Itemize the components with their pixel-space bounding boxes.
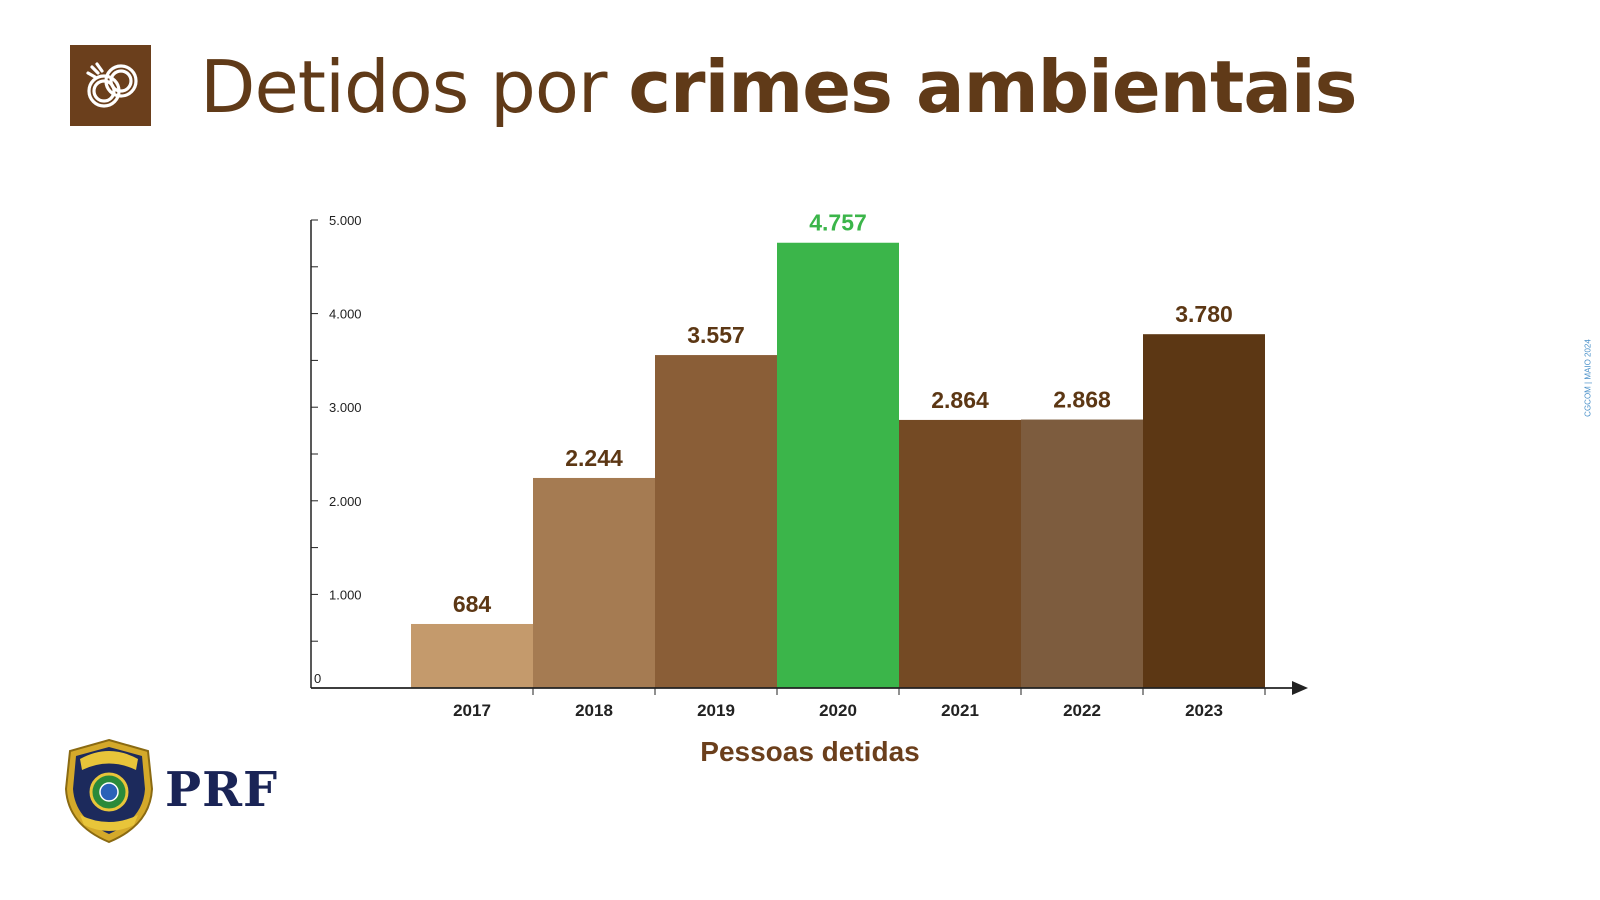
- y-tick-label: 5.000: [329, 213, 362, 228]
- brand-text: PRF: [165, 762, 279, 818]
- title-bold-part: crimes ambientais: [628, 45, 1357, 129]
- data-label: 684: [453, 591, 492, 617]
- bar-2021: [899, 419, 1021, 688]
- data-label: 3.557: [687, 322, 745, 348]
- data-label: 2.244: [565, 445, 623, 471]
- bar-2017: [411, 623, 533, 688]
- y-tick-label: 0: [314, 671, 321, 686]
- handcuffs-icon: [70, 45, 151, 126]
- bar-2023: [1143, 334, 1265, 688]
- data-label: 3.780: [1175, 301, 1233, 327]
- data-label: 4.757: [809, 210, 867, 236]
- page-title: Detidos por crimes ambientais: [200, 42, 1357, 132]
- x-tick-label: 2019: [697, 701, 735, 720]
- x-tick-label: 2020: [819, 701, 857, 720]
- y-tick-label: 3.000: [329, 400, 362, 415]
- bar-2018: [533, 477, 655, 688]
- x-tick-label: 2021: [941, 701, 979, 720]
- credit-text: CGCOM | MAIO 2024: [1583, 339, 1593, 417]
- x-axis-title: Pessoas detidas: [700, 736, 920, 767]
- x-tick-label: 2022: [1063, 701, 1101, 720]
- x-tick-label: 2023: [1185, 701, 1223, 720]
- y-tick-label: 2.000: [329, 494, 362, 509]
- data-label: 2.864: [931, 387, 989, 413]
- bar-2022: [1021, 419, 1143, 688]
- title-light-part: Detidos por: [200, 45, 629, 129]
- data-label: 2.868: [1053, 387, 1111, 413]
- bar-2019: [655, 355, 777, 688]
- x-tick-label: 2017: [453, 701, 491, 720]
- y-tick-label: 4.000: [329, 307, 362, 322]
- x-tick-label: 2018: [575, 701, 613, 720]
- bar-2020: [777, 242, 899, 688]
- bar-chart: 0 1.000 2.000 3.000 4.000 5.000 2017 2018 2019 20…: [310, 210, 1308, 720]
- y-tick-label: 1.000: [329, 587, 362, 602]
- x-axis-arrow: [1292, 681, 1308, 695]
- prf-badge-icon: [62, 737, 156, 845]
